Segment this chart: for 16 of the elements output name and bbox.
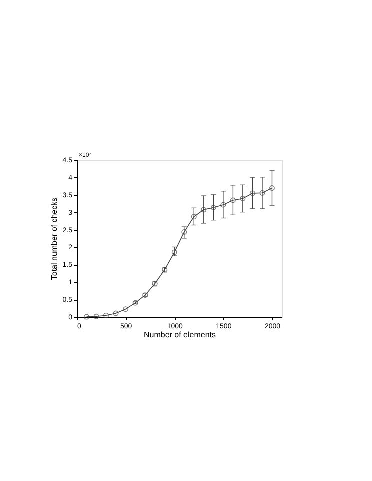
point (260, 190, 266, 196)
point (182, 229, 188, 235)
point (220, 202, 226, 208)
point (172, 250, 178, 256)
point (230, 198, 236, 204)
point (104, 312, 110, 318)
y-axis-title: Total number of checks (50, 198, 59, 280)
point (113, 310, 119, 316)
point (94, 314, 100, 320)
point (210, 205, 216, 211)
point (250, 190, 256, 196)
point (201, 207, 207, 213)
point (240, 196, 246, 202)
x-axis-title: Number of elements (144, 330, 216, 340)
point (191, 214, 197, 220)
point (123, 306, 129, 312)
